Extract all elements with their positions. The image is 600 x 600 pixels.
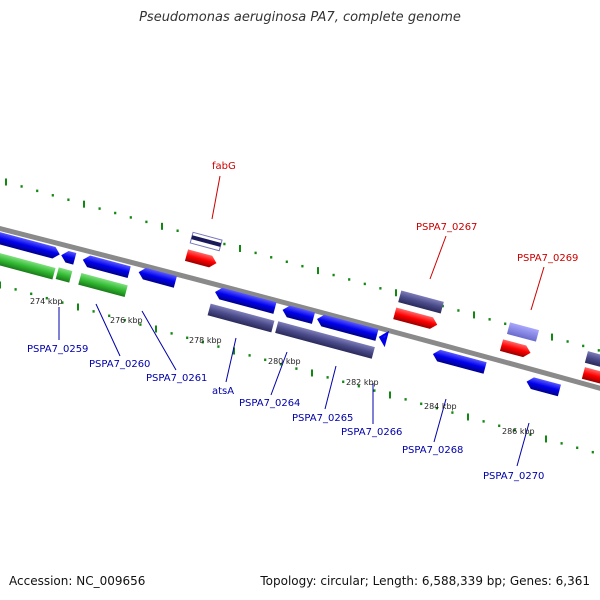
- scale-label-284: 284 kbp: [424, 402, 457, 411]
- scale-label-276: 276 kbp: [110, 316, 143, 325]
- gene-label-psp-0259[interactable]: PSPA7_0259: [27, 344, 88, 355]
- gene-label-fabG[interactable]: fabG: [212, 161, 236, 172]
- scale-label-278: 278 kbp: [189, 336, 222, 345]
- atsA-feature[interactable]: [214, 286, 277, 314]
- gene-label-psp-0268[interactable]: PSPA7_0268: [402, 445, 463, 456]
- leader-lines: [58, 175, 545, 467]
- gene-label-psp-0267[interactable]: PSPA7_0267: [416, 222, 477, 233]
- psp-0266-feature[interactable]: [378, 330, 390, 348]
- gene-labels-bottom: PSPA7_0259 PSPA7_0260 PSPA7_0261 atsA PS…: [27, 344, 544, 482]
- scale-label-282: 282 kbp: [346, 378, 379, 387]
- psp-0259b-feature[interactable]: [60, 249, 77, 265]
- gene-label-atsA[interactable]: atsA: [212, 386, 234, 397]
- dim-feature-1[interactable]: [207, 303, 275, 333]
- psp-0269-feature[interactable]: [499, 339, 532, 358]
- rna-feature-2[interactable]: [55, 267, 73, 283]
- genome-backbone: [0, 225, 600, 391]
- psp-0264-feature[interactable]: [281, 304, 316, 324]
- gene-label-psp-0270[interactable]: PSPA7_0270: [483, 471, 544, 482]
- gene-label-psp-0261[interactable]: PSPA7_0261: [146, 373, 207, 384]
- scale-label-286: 286 kbp: [502, 427, 535, 436]
- inner-tick-track: [0, 281, 594, 454]
- edge-red-feature[interactable]: [581, 367, 600, 387]
- rna-feature-1[interactable]: [0, 249, 56, 280]
- dim-feature-2[interactable]: [275, 321, 375, 359]
- psp-0261-feature[interactable]: [137, 266, 177, 288]
- psp-0259-feature[interactable]: [0, 228, 61, 260]
- scale-labels: 274 kbp 276 kbp 278 kbp 280 kbp 282 kbp …: [30, 297, 535, 436]
- gene-label-psp-0269[interactable]: PSPA7_0269: [517, 253, 578, 264]
- gene-label-psp-0264[interactable]: PSPA7_0264: [239, 398, 300, 409]
- map-title: Pseudomonas aeruginosa PA7, complete gen…: [139, 10, 461, 25]
- edge-dim-feature[interactable]: [584, 351, 600, 371]
- gene-label-psp-0260[interactable]: PSPA7_0260: [89, 359, 150, 370]
- psp-0260-feature[interactable]: [81, 254, 131, 279]
- psp-0265-feature[interactable]: [316, 313, 379, 341]
- psp-0268-feature[interactable]: [431, 348, 487, 374]
- rna-feature-3[interactable]: [78, 272, 128, 298]
- accession-text: Accession: NC_009656: [9, 574, 146, 588]
- gene-label-psp-0265[interactable]: PSPA7_0265: [292, 413, 353, 424]
- gene-labels-top: fabG PSPA7_0267 PSPA7_0269: [212, 161, 578, 264]
- psp-0267-dim-feature[interactable]: [398, 290, 444, 314]
- scale-label-274: 274 kbp: [30, 297, 63, 306]
- scale-label-280: 280 kbp: [268, 357, 301, 366]
- gene-label-psp-0266[interactable]: PSPA7_0266: [341, 427, 402, 438]
- topology-text: Topology: circular; Length: 6,588,339 bp…: [260, 574, 590, 588]
- gene-features: [0, 228, 600, 397]
- fabG-red-feature[interactable]: [184, 249, 218, 269]
- psp-0267-feature[interactable]: [393, 307, 439, 331]
- psp-0270-feature[interactable]: [525, 376, 561, 397]
- psp-0269-dim-feature[interactable]: [506, 322, 540, 342]
